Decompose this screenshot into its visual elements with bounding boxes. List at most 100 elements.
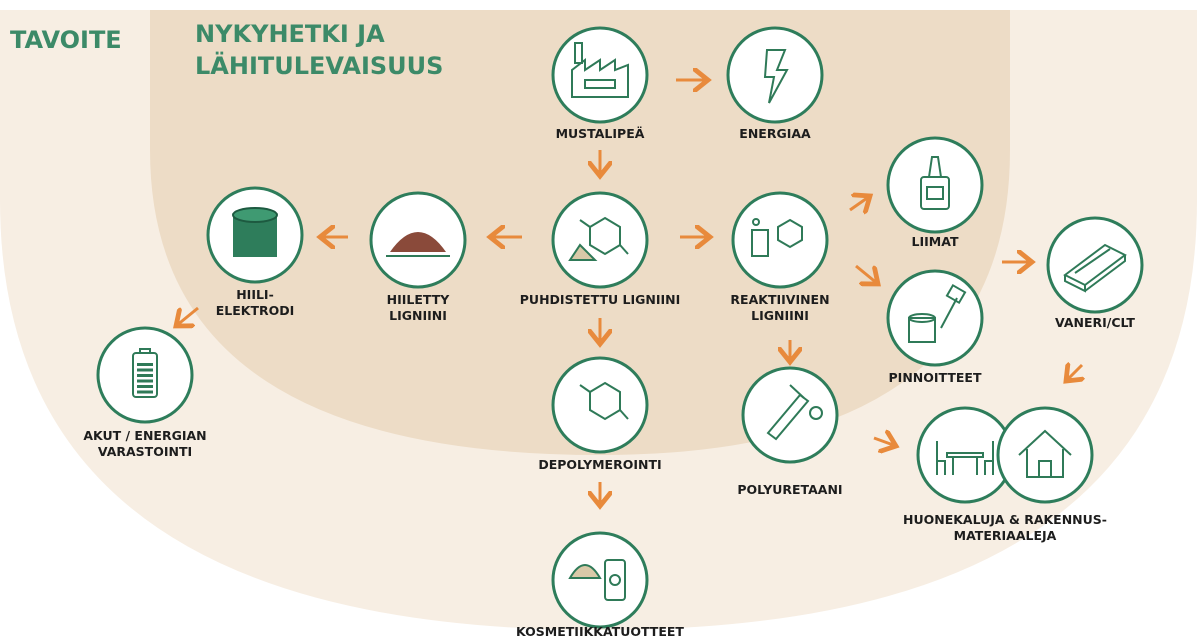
present-title: LÄHITULEVAISUUS (195, 51, 443, 80)
node-circle (741, 366, 839, 464)
icon-part (139, 348, 151, 354)
node-label: POLYURETAANI (737, 482, 842, 497)
icon-part (1038, 460, 1052, 478)
node: ENERGIAA (726, 26, 824, 141)
icon-part (936, 441, 994, 475)
icon-part (137, 374, 153, 377)
node-label: HUONEKALUJA & RAKENNUS- (903, 512, 1107, 527)
icon (908, 283, 967, 343)
node: PUHDISTETTU LIGNIINI (520, 191, 680, 307)
icon-part (1064, 255, 1126, 293)
node: LIIMAT (886, 136, 984, 249)
icon-part (137, 368, 153, 372)
icon-part (619, 244, 629, 255)
node: VANERI/CLT (1046, 216, 1144, 330)
icon-part (926, 186, 944, 200)
icon-part (763, 49, 789, 104)
node: PINNOITTEET (886, 269, 984, 385)
icon (568, 216, 629, 261)
icon-part (137, 363, 153, 366)
icon-part (908, 317, 936, 343)
node-label: MUSTALIPEÄ (556, 126, 645, 141)
icon (751, 218, 803, 257)
icon (1063, 243, 1127, 293)
node-circle (551, 356, 649, 454)
node-label: HIILETTY (387, 292, 451, 307)
icon (132, 348, 158, 398)
icon-part (1074, 248, 1111, 274)
icon-part (946, 452, 984, 458)
icon-part (908, 313, 936, 323)
icon (386, 232, 450, 257)
node-label: VANERI/CLT (1055, 315, 1135, 330)
icon-part (777, 218, 803, 249)
node-label: AKUT / ENERGIAN (83, 428, 206, 443)
icon (568, 559, 626, 601)
icon-part (609, 574, 621, 586)
arrows (176, 80, 1082, 506)
node: DEPOLYMEROINTI (538, 356, 662, 472)
node: HUONEKALUJA & RAKENNUS-MATERIAALEJA (903, 406, 1107, 543)
goal-title: TAVOITE (10, 26, 122, 54)
icon-part (390, 232, 446, 252)
icon-part (232, 207, 278, 223)
node: HIILI-ELEKTRODI (206, 186, 304, 318)
icon-part (568, 564, 602, 579)
icon-part (579, 384, 591, 393)
icon-part (584, 79, 616, 89)
icon-part (579, 219, 591, 228)
node-circle (731, 191, 829, 289)
icon-part (940, 297, 958, 329)
node-label: LIIMAT (912, 234, 959, 249)
node: KOSMETIIKKATUOTTEET (516, 531, 684, 639)
icon-part (809, 406, 823, 420)
node-circle (726, 26, 824, 124)
node-circle (551, 191, 649, 289)
icon (763, 49, 789, 104)
icon (936, 441, 994, 475)
icon-part (619, 409, 629, 420)
icon-part (568, 243, 598, 261)
icon-part (604, 559, 626, 601)
node-label: KOSMETIIKKATUOTTEET (516, 624, 684, 639)
node-label: DEPOLYMEROINTI (538, 457, 661, 472)
node-circle (551, 26, 649, 124)
icon (232, 207, 278, 257)
icon-part (751, 229, 769, 257)
node-label: PUHDISTETTU LIGNIINI (520, 292, 680, 307)
node-circle (886, 136, 984, 234)
icon (579, 381, 629, 421)
icon-part (137, 390, 153, 394)
icon-part (574, 42, 583, 64)
node-label: LIGNIINI (751, 308, 809, 323)
icon-part (945, 283, 967, 305)
node: POLYURETAANI (737, 366, 843, 497)
node-label: ELEKTRODI (216, 303, 295, 318)
node: MUSTALIPEÄ (551, 26, 649, 141)
icon-part (137, 385, 153, 388)
icon-part (920, 176, 950, 210)
icon (766, 384, 823, 441)
node-circle (996, 406, 1094, 504)
node-label: ENERGIAA (739, 126, 811, 141)
node-label: VARASTOINTI (98, 444, 192, 459)
node-label: HIILI- (236, 287, 274, 302)
icon-part (752, 218, 760, 226)
present-title: NYKYHETKI JA (195, 20, 385, 48)
node-label: MATERIAALEJA (954, 528, 1057, 543)
icon (571, 42, 629, 98)
node-label: LIGNIINI (389, 308, 447, 323)
icon-part (789, 384, 805, 399)
icon (1018, 429, 1072, 478)
icon-part (766, 393, 810, 441)
icon-part (137, 379, 153, 383)
node-label: REAKTIIVINEN (730, 292, 829, 307)
icon (920, 156, 950, 210)
node-circle (551, 531, 649, 629)
node-label: PINNOITTEET (889, 370, 982, 385)
icon-part (928, 156, 942, 178)
